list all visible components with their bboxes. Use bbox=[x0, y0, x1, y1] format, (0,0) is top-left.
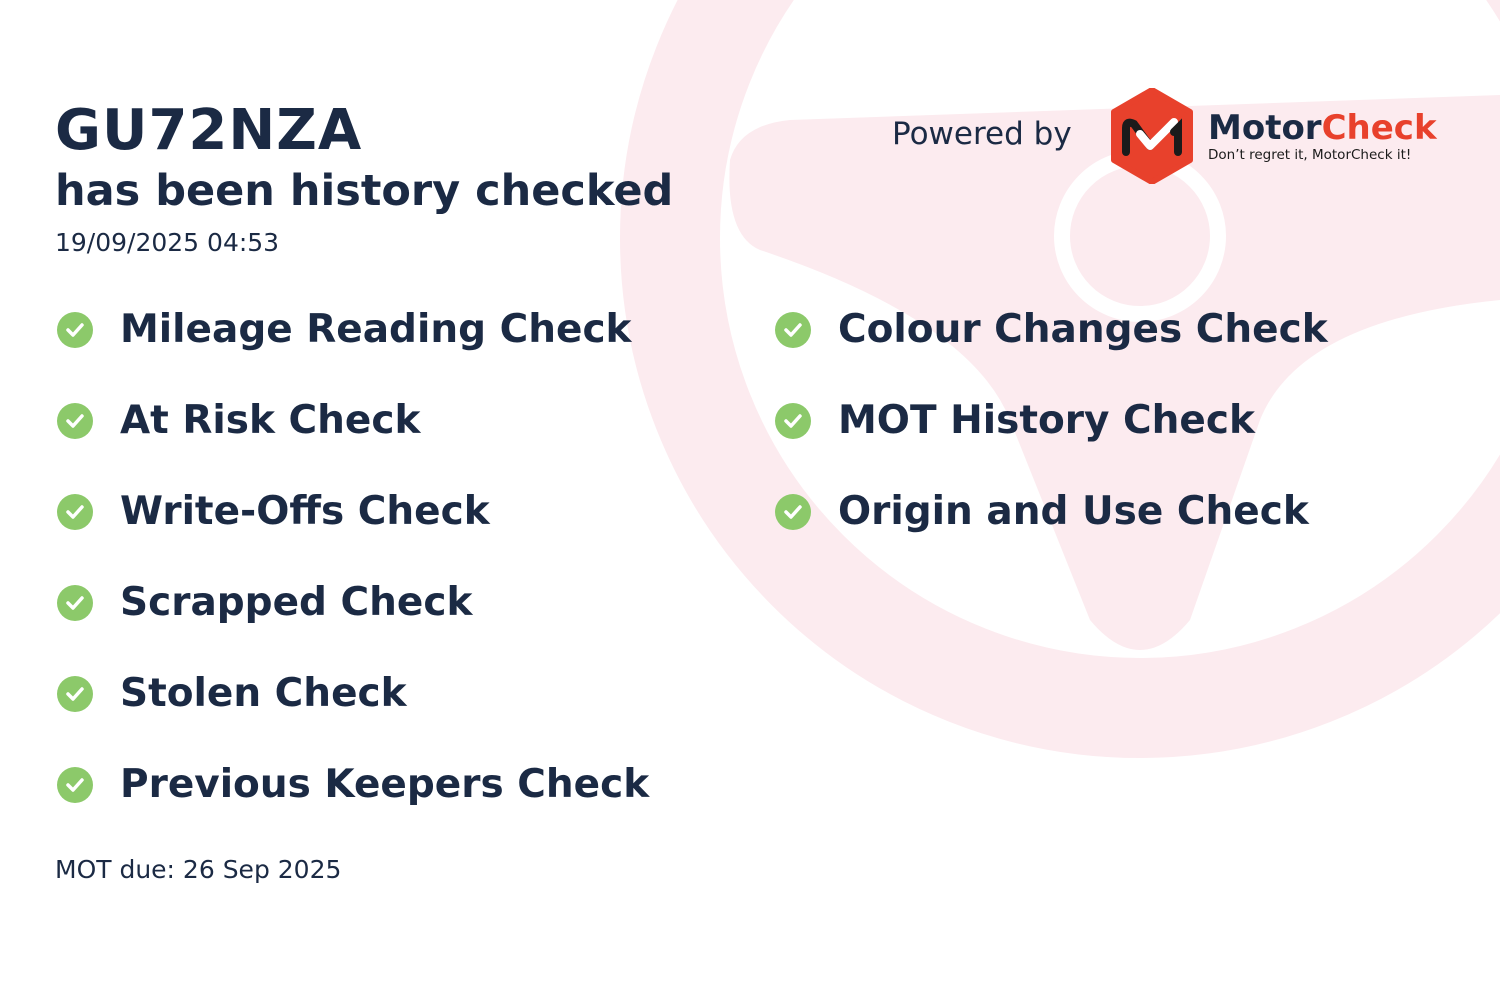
mot-due: MOT due: 26 Sep 2025 bbox=[55, 855, 342, 884]
check-circle-icon bbox=[775, 402, 811, 439]
brand-name: MotorCheck bbox=[1208, 108, 1437, 148]
check-item: MOT History Check bbox=[775, 398, 1255, 443]
check-item: Mileage Reading Check bbox=[57, 307, 632, 352]
check-circle-icon bbox=[57, 766, 93, 803]
check-item: Previous Keepers Check bbox=[57, 762, 649, 807]
powered-by-label: Powered by bbox=[892, 116, 1072, 152]
check-label: Origin and Use Check bbox=[838, 489, 1309, 534]
check-label: Colour Changes Check bbox=[838, 307, 1328, 352]
motorcheck-logo: MotorCheck Don’t regret it, MotorCheck i… bbox=[1110, 88, 1437, 184]
check-label: Write-Offs Check bbox=[120, 489, 490, 534]
check-item: Colour Changes Check bbox=[775, 307, 1328, 352]
registration-plate: GU72NZA bbox=[55, 98, 363, 163]
check-circle-icon bbox=[775, 493, 811, 530]
check-item: Origin and Use Check bbox=[775, 489, 1309, 534]
check-circle-icon bbox=[57, 402, 93, 439]
check-circle-icon bbox=[775, 311, 811, 348]
check-item: Scrapped Check bbox=[57, 580, 472, 625]
status-text: has been history checked bbox=[55, 166, 674, 216]
check-circle-icon bbox=[57, 584, 93, 621]
check-label: Scrapped Check bbox=[120, 580, 473, 625]
check-item: At Risk Check bbox=[57, 398, 420, 443]
check-circle-icon bbox=[57, 311, 93, 348]
check-label: Stolen Check bbox=[120, 671, 407, 716]
motorcheck-logo-icon bbox=[1111, 88, 1193, 184]
check-label: MOT History Check bbox=[838, 398, 1255, 443]
check-circle-icon bbox=[57, 675, 93, 712]
brand-tagline: Don’t regret it, MotorCheck it! bbox=[1208, 147, 1412, 163]
check-label: Previous Keepers Check bbox=[120, 762, 650, 807]
check-label: Mileage Reading Check bbox=[120, 307, 632, 352]
checked-timestamp: 19/09/2025 04:53 bbox=[55, 228, 280, 257]
check-circle-icon bbox=[57, 493, 93, 530]
check-label: At Risk Check bbox=[120, 398, 421, 443]
check-item: Stolen Check bbox=[57, 671, 407, 716]
check-item: Write-Offs Check bbox=[57, 489, 490, 534]
